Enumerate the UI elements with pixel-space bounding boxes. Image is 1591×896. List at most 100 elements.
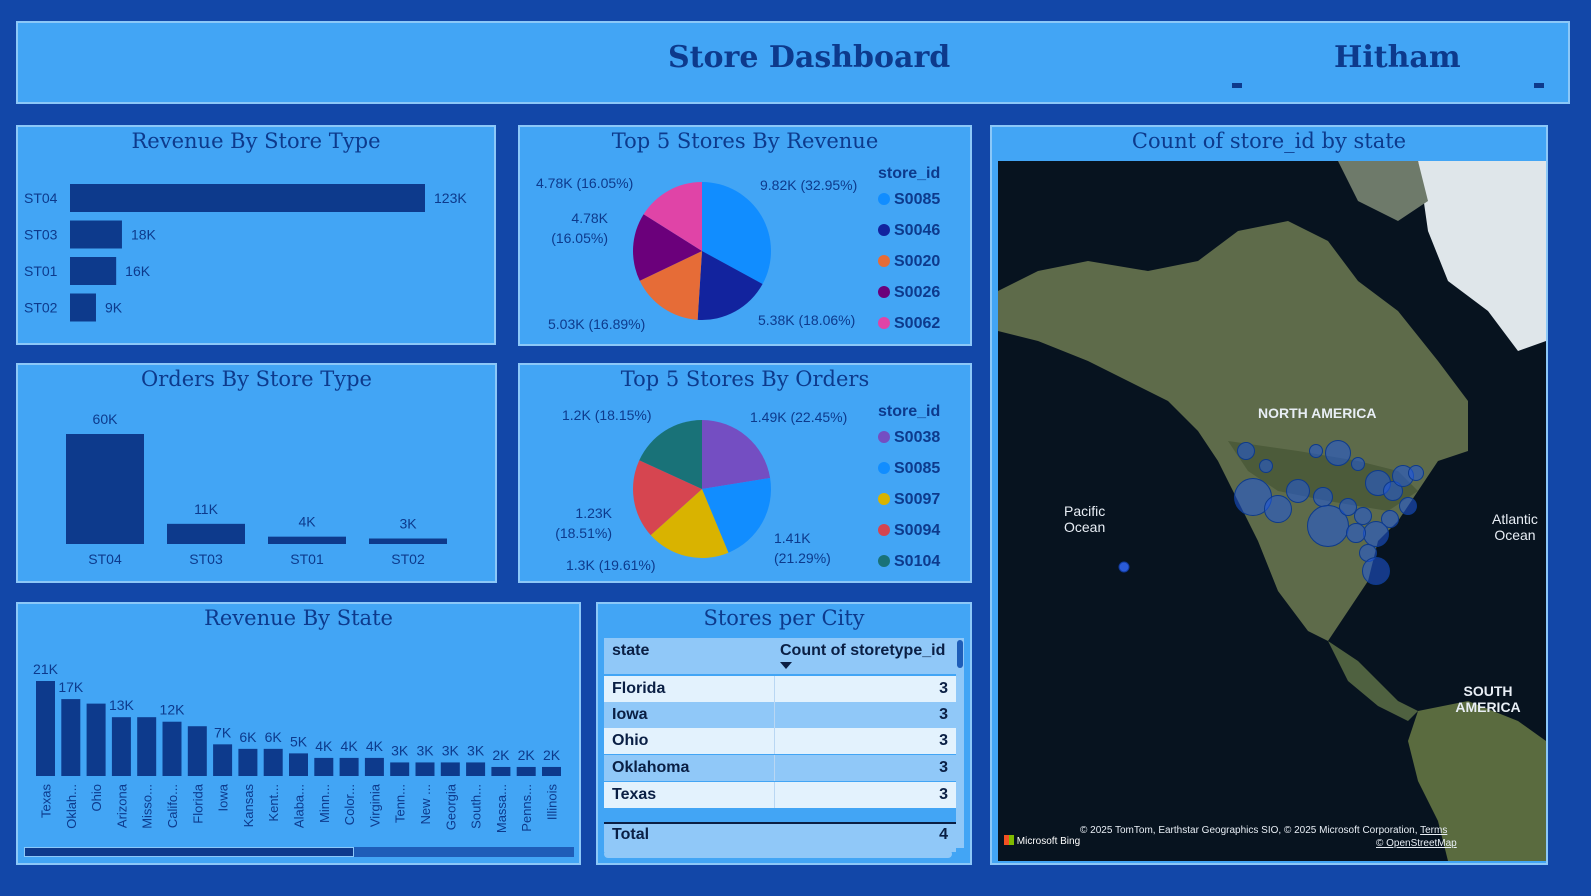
- scrollbar-thumb[interactable]: [24, 847, 354, 857]
- revenue-by-store-type-chart[interactable]: ST04 123K ST03 18K ST01 16K ST02 9K: [18, 127, 494, 343]
- bar[interactable]: [268, 536, 346, 544]
- pie-slice[interactable]: [639, 420, 702, 489]
- revenue-by-store-type-panel[interactable]: Revenue By Store Type ST04 123K ST03 18K ST0…: [16, 125, 496, 345]
- state-bubble[interactable]: [1399, 497, 1417, 515]
- bar[interactable]: [86, 703, 106, 776]
- orders-by-store-type-panel[interactable]: Orders By Store Type 60K ST04 11K ST03 4K ST0…: [16, 363, 497, 583]
- minimize-marker[interactable]: [1534, 83, 1544, 88]
- table-row[interactable]: Florida 3: [604, 676, 956, 702]
- bar[interactable]: [263, 748, 283, 776]
- legend-item[interactable]: S0038: [878, 429, 940, 447]
- top5-orders-pie[interactable]: 1.49K (22.45%) 1.41K (21.29%) 1.3K (19.61%)…: [520, 365, 970, 581]
- openstreetmap-link[interactable]: © OpenStreetMap: [1376, 838, 1457, 849]
- table-row[interactable]: Texas 3: [604, 782, 956, 808]
- bar[interactable]: [238, 748, 258, 776]
- bar[interactable]: [70, 184, 425, 212]
- bar[interactable]: [187, 726, 207, 776]
- bar[interactable]: [66, 434, 144, 544]
- bar[interactable]: [61, 699, 81, 776]
- horizontal-scrollbar[interactable]: [24, 847, 574, 857]
- pie-slice[interactable]: [639, 251, 702, 320]
- legend-item[interactable]: S0062: [878, 315, 940, 333]
- map-label-south-america: SOUTH AMERICA: [1455, 683, 1521, 715]
- state-bubble[interactable]: [1381, 510, 1399, 528]
- bar[interactable]: [70, 220, 122, 249]
- state-bubble[interactable]: [1354, 507, 1372, 525]
- pie-slice[interactable]: [702, 420, 771, 489]
- state-bubble[interactable]: [1264, 495, 1292, 523]
- state-bubble[interactable]: [1325, 440, 1351, 466]
- state-bubble[interactable]: [1362, 557, 1390, 585]
- pie-slice[interactable]: [697, 251, 763, 320]
- legend-item[interactable]: S0085: [878, 460, 940, 478]
- column-header-count[interactable]: Count of storetype_id: [780, 642, 946, 659]
- bar[interactable]: [289, 753, 308, 776]
- horizontal-scrollbar[interactable]: [604, 850, 952, 858]
- state-bubble[interactable]: [1351, 457, 1365, 471]
- top5-revenue-panel[interactable]: Top 5 Stores By Revenue 9.82K (32.95%) 5.…: [518, 125, 972, 346]
- state-bubble[interactable]: [1408, 465, 1424, 481]
- table-row[interactable]: Iowa 3: [604, 702, 956, 728]
- bar[interactable]: [415, 762, 435, 776]
- stores-per-city-panel[interactable]: Stores per City state Count of storetype…: [596, 602, 972, 865]
- bar[interactable]: [70, 293, 96, 322]
- bar[interactable]: [390, 762, 410, 776]
- minimize-marker[interactable]: [1232, 83, 1242, 88]
- bar[interactable]: [70, 257, 117, 285]
- category-label: Florida: [190, 783, 205, 824]
- top5-orders-panel[interactable]: Top 5 Stores By Orders 1.49K (22.45%) 1.4…: [518, 363, 972, 583]
- bar[interactable]: [213, 744, 233, 776]
- legend-item[interactable]: S0097: [878, 491, 940, 509]
- vertical-scrollbar[interactable]: [956, 638, 964, 848]
- pie-slice[interactable]: [702, 182, 771, 285]
- scrollbar-thumb[interactable]: [957, 640, 963, 668]
- bar[interactable]: [364, 757, 384, 776]
- state-bubble[interactable]: [1309, 444, 1323, 458]
- legend-item[interactable]: S0085: [878, 191, 940, 209]
- orders-by-store-type-chart[interactable]: 60K ST04 11K ST03 4K ST01 3K ST02: [18, 365, 495, 581]
- state-bubble[interactable]: [1313, 487, 1333, 507]
- bar[interactable]: [167, 523, 245, 544]
- sort-desc-icon[interactable]: [780, 662, 792, 669]
- pie-slice[interactable]: [633, 214, 702, 281]
- legend-item[interactable]: S0046: [878, 222, 940, 240]
- bar[interactable]: [339, 757, 359, 776]
- top5-revenue-pie[interactable]: 9.82K (32.95%) 5.38K (18.06%) 5.03K (16.89…: [520, 127, 970, 344]
- pie-slice[interactable]: [643, 182, 702, 251]
- column-header-state[interactable]: state: [612, 642, 650, 659]
- legend-item[interactable]: S0026: [878, 284, 940, 302]
- pie-slice[interactable]: [633, 460, 702, 536]
- hawaii-bubble[interactable]: [1118, 561, 1130, 573]
- table-row[interactable]: Ohio 3: [604, 728, 956, 754]
- cell-state: Oklahoma: [612, 759, 690, 776]
- category-label: ST01: [24, 263, 58, 279]
- bar[interactable]: [137, 717, 157, 776]
- state-bubble[interactable]: [1286, 479, 1310, 503]
- legend-item[interactable]: S0020: [878, 253, 940, 271]
- pie-slice[interactable]: [650, 489, 729, 558]
- bar[interactable]: [491, 766, 511, 776]
- legend-item[interactable]: S0104: [878, 553, 940, 571]
- bar[interactable]: [314, 757, 334, 776]
- state-bubble[interactable]: [1339, 498, 1357, 516]
- bar[interactable]: [369, 538, 447, 545]
- bar[interactable]: [36, 681, 55, 776]
- bar[interactable]: [542, 766, 561, 776]
- state-bubble[interactable]: [1346, 523, 1366, 543]
- map-view[interactable]: NORTH AMERICA SOUTH AMERICA Pacific Ocea…: [998, 161, 1546, 861]
- state-bubble[interactable]: [1259, 459, 1273, 473]
- revenue-by-state-panel[interactable]: Revenue By State 21K Texas 17K Oklah... Ohio…: [16, 602, 581, 865]
- pie-slice[interactable]: [702, 477, 771, 553]
- bar[interactable]: [111, 717, 131, 776]
- terms-link[interactable]: Terms: [1420, 825, 1448, 836]
- revenue-by-state-chart[interactable]: 21K Texas 17K Oklah... Ohio 13K Arizona Misso..…: [18, 604, 579, 863]
- map-panel[interactable]: Count of store_id by state NORTH AMERICA…: [990, 125, 1548, 865]
- bar[interactable]: [440, 762, 460, 776]
- bar[interactable]: [466, 762, 486, 776]
- table-row[interactable]: Oklahoma 3: [604, 755, 956, 781]
- state-bubble[interactable]: [1237, 442, 1255, 460]
- cell-state: Florida: [612, 680, 666, 697]
- bar[interactable]: [162, 721, 182, 776]
- legend-item[interactable]: S0094: [878, 522, 940, 540]
- bar[interactable]: [516, 766, 536, 776]
